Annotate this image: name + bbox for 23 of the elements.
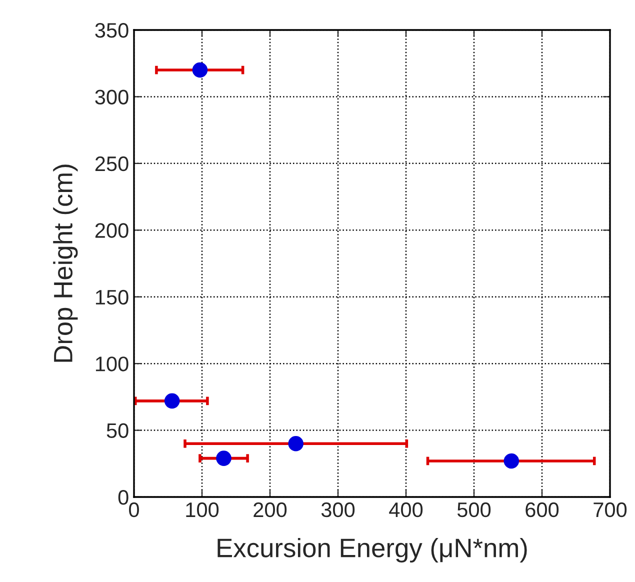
point bbox=[192, 62, 208, 78]
x-tick-label: 600 bbox=[526, 502, 559, 518]
x-tick-label: 500 bbox=[457, 502, 491, 518]
point bbox=[288, 436, 304, 452]
y-tick-label: 250 bbox=[95, 156, 128, 172]
y-tick-label: 0 bbox=[118, 490, 128, 505]
x-tick-label: 200 bbox=[254, 502, 287, 518]
x-tick-label: 300 bbox=[321, 502, 355, 518]
point bbox=[164, 393, 180, 409]
x-tick-label: 0 bbox=[129, 502, 139, 518]
x-tick-label: 100 bbox=[186, 502, 219, 518]
x-tick-label: 700 bbox=[594, 502, 627, 518]
x-tick-label: 400 bbox=[389, 502, 423, 518]
y-tick-label: 350 bbox=[95, 23, 128, 38]
y-tick-label: 100 bbox=[96, 356, 128, 372]
y-tick-label: 50 bbox=[106, 423, 128, 438]
y-tick-label: 200 bbox=[95, 223, 128, 238]
x-axis-title: Excursion Energy (μN*nm) bbox=[218, 538, 527, 563]
y-tick-label: 150 bbox=[96, 290, 128, 305]
point bbox=[504, 453, 520, 469]
point bbox=[216, 450, 232, 466]
y-axis-title: Drop Height (cm) bbox=[53, 164, 78, 362]
y-tick-label: 300 bbox=[95, 90, 128, 104]
